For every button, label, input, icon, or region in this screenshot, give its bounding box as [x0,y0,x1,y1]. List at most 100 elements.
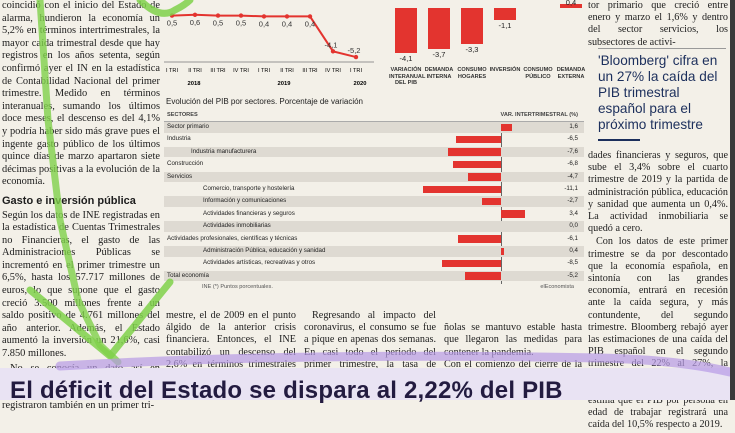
sector-value: -6,8 [567,160,578,168]
headline: El déficit del Estado se dispara al 2,22… [10,377,563,404]
sector-bar [501,247,504,255]
left-column: coincidió con el inicio del Estado de al… [2,0,160,415]
quarterly-gdp-value-label: 0,5 [236,19,246,28]
quarterly-gdp-point [330,49,336,54]
sector-header-left: SECTORES [167,112,198,118]
sector-value: -11,1 [564,185,578,192]
sector-bar [447,148,501,156]
year-tick-label: 2018 [188,81,202,87]
quarterly-gdp-value-label: 0,5 [213,19,223,28]
sector-row: Servicios -4,7 [164,171,584,183]
sector-name: Actividades artísticas, recreativas y ot… [203,259,316,267]
sector-value: -7,6 [567,147,578,155]
quarterly-gdp-point [169,13,175,18]
quarterly-gdp-point [353,54,359,60]
sector-chart: Evolución del PIB por sectores. Porcenta… [164,95,584,303]
quarterly-gdp-value-label: -4,1 [325,40,338,49]
quarter-tick-label: IV TRI [325,68,341,74]
year-tick-label: 2019 [278,81,292,87]
sector-name: Actividades profesionales, científicas y… [167,234,298,242]
sector-chart-title: Evolución del PIB por sectores. Porcenta… [166,97,363,106]
sector-row: Actividades profesionales, científicas y… [164,234,584,245]
quarter-tick-label: I TRI [258,68,270,74]
quarterly-gdp-point [192,12,198,17]
sector-row: Comercio, transporte y hostelería -11,1 [164,184,584,195]
pull-quote-rule [598,139,640,141]
quarterly-gdp-chart: 0,5 I TRI 0,6 II TRI 0,5 III TRI 0,5 IV TRI 0,4 I… [164,0,374,92]
sector-row: Información y comunicaciones -2,7 [164,196,584,207]
sector-value: 3,4 [569,209,578,217]
component-bar [395,8,417,54]
quarter-tick-label: IV TRI [233,68,249,74]
sector-row: Total economía -5,2 [164,270,584,282]
component-category-label: CONSUMO PÚBLICO [523,67,553,80]
sector-row: Administración Pública, educación y sani… [164,246,584,257]
sector-value: -5,2 [567,271,578,279]
sector-row: Industria manufacturera -7,6 [164,146,584,158]
sector-row: Actividades financieras y seguros 3,4 [164,209,584,220]
pull-quote: 'Bloomberg' cifra en un 27% la caída del… [598,48,726,141]
quarterly-gdp-value-label: 0,6 [190,18,200,27]
quarter-tick-label: I TRI [166,68,178,74]
sector-name: Actividades inmobiliarias [203,222,271,230]
sector-value: -2,7 [567,197,578,205]
sector-bar [501,123,513,131]
right-top-text: tor primario que creció entre enero y ma… [588,0,728,48]
sector-bar [455,135,501,144]
component-bar [461,8,483,45]
quarterly-gdp-value-label: 0,4 [305,19,315,28]
component-value-label: 0,4 [565,0,577,7]
quarterly-gdp-point [261,14,267,19]
sector-bar [464,272,501,280]
component-category-label: VARIACIÓN INTERANUAL DEL PIB [389,67,426,86]
sector-name: Total economía [167,271,209,279]
component-category-label: INVERSIÓN [489,67,521,73]
quarterly-gdp-value-label: -5,2 [348,46,361,55]
sector-name: Industria [167,135,191,143]
sector-chart-header: SECTORES VAR. INTERTRIMESTRAL (%) [164,111,584,122]
sector-row: Industria -6,5 [164,134,584,145]
left-paragraph-1: coincidió con el inicio del Estado de al… [2,0,160,188]
sector-name: Actividades financieras y seguros [203,209,295,217]
sector-row: Actividades artísticas, recreativas y ot… [164,258,584,269]
sector-bar [423,185,501,193]
quarterly-gdp-value-label: 0,5 [167,19,177,28]
quarterly-gdp-point [307,14,313,19]
sector-row: Sector primario 1,6 [164,122,584,133]
sector-bar [441,259,501,268]
sector-name: Administración Pública, educación y sani… [203,247,326,254]
sector-value: 1,6 [569,123,578,130]
quarterly-gdp-svg: 0,5 I TRI 0,6 II TRI 0,5 III TRI 0,5 IV TRI 0,4 I… [164,12,374,87]
right-paragraph-1: dades financieras y seguros, que sube el… [588,150,728,235]
sector-name: Construcción [167,160,204,168]
quarterly-gdp-value-label: 0,4 [259,19,269,28]
sector-bar [468,173,501,181]
sector-name: Información y comunicaciones [203,197,287,205]
sector-footnote: INE (*) Puntos porcentuales. [202,284,273,290]
sector-row: Actividades inmobiliarias 0,0 [164,221,584,232]
component-bar [560,3,582,8]
quarterly-gdp-point [284,14,290,19]
quarterly-gdp-point [238,13,244,18]
sector-value: -6,1 [567,234,578,242]
gdp-components-chart: -4,1 VARIACIÓN INTERANUAL DEL PIB -3,7 DEMA… [386,0,585,95]
right-paragraph-2: Con los datos de este primer trimestre s… [588,236,728,431]
quarter-tick-label: II TRI [188,68,202,74]
component-category-label: CONSUMO HOGARES [457,67,487,80]
sector-value: -6,5 [567,135,578,143]
component-value-label: -4,1 [399,54,413,64]
sector-name: Industria manufacturera [191,147,257,155]
sector-name: Sector primario [167,123,209,130]
quarter-tick-label: III TRI [302,68,318,74]
left-paragraph-2: Según los datos de INE registradas en la… [2,209,160,360]
quarter-tick-label: I TRI [350,68,362,74]
right-column-top: tor primario que creció entre enero y ma… [588,0,728,51]
sector-value: -4,7 [567,172,578,180]
sector-bar [501,210,525,218]
component-value-label: -3,7 [432,49,446,59]
quarter-tick-label: III TRI [210,68,226,74]
sector-value: -8,5 [567,259,578,267]
component-category-label: DEMANDA EXTERNA [556,67,586,80]
sector-bar [453,160,501,169]
component-bar [428,8,450,49]
